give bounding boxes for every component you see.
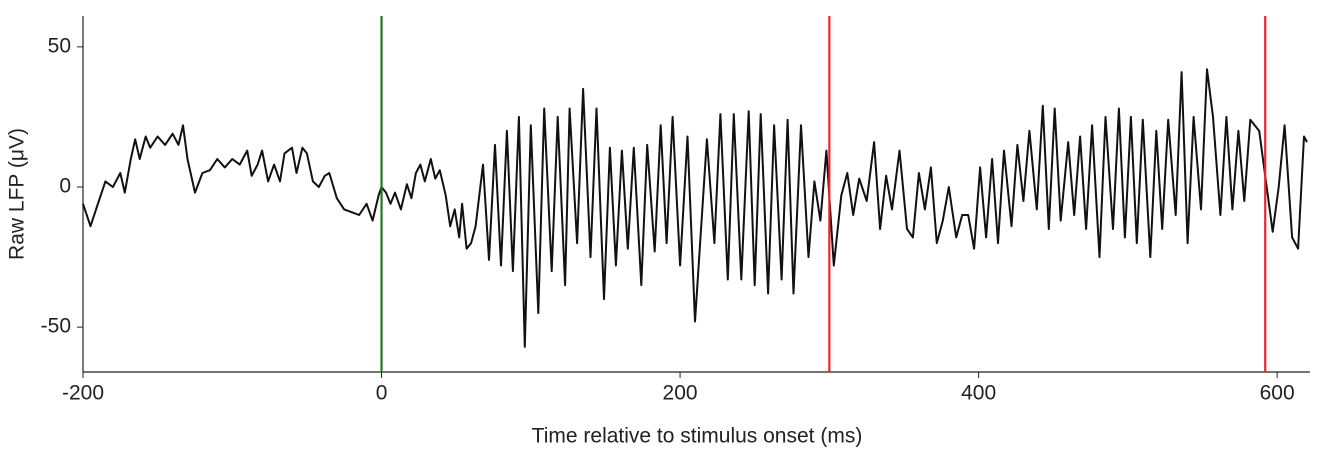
x-tick-label: 600 [1260, 382, 1295, 405]
x-tick-label: 400 [961, 382, 996, 405]
x-tick-label: -200 [62, 382, 104, 405]
lfp-trace [82, 68, 1308, 348]
y-tick-label: 50 [48, 34, 71, 57]
x-tick-label: 0 [376, 382, 388, 405]
x-tick-label: 200 [663, 382, 698, 405]
y-tick-label: -50 [41, 315, 71, 338]
y-axis-label: Raw LFP (μV) [6, 128, 29, 260]
x-axis-label: Time relative to stimulus onset (ms) [532, 425, 863, 448]
y-tick-label: 0 [59, 175, 71, 198]
